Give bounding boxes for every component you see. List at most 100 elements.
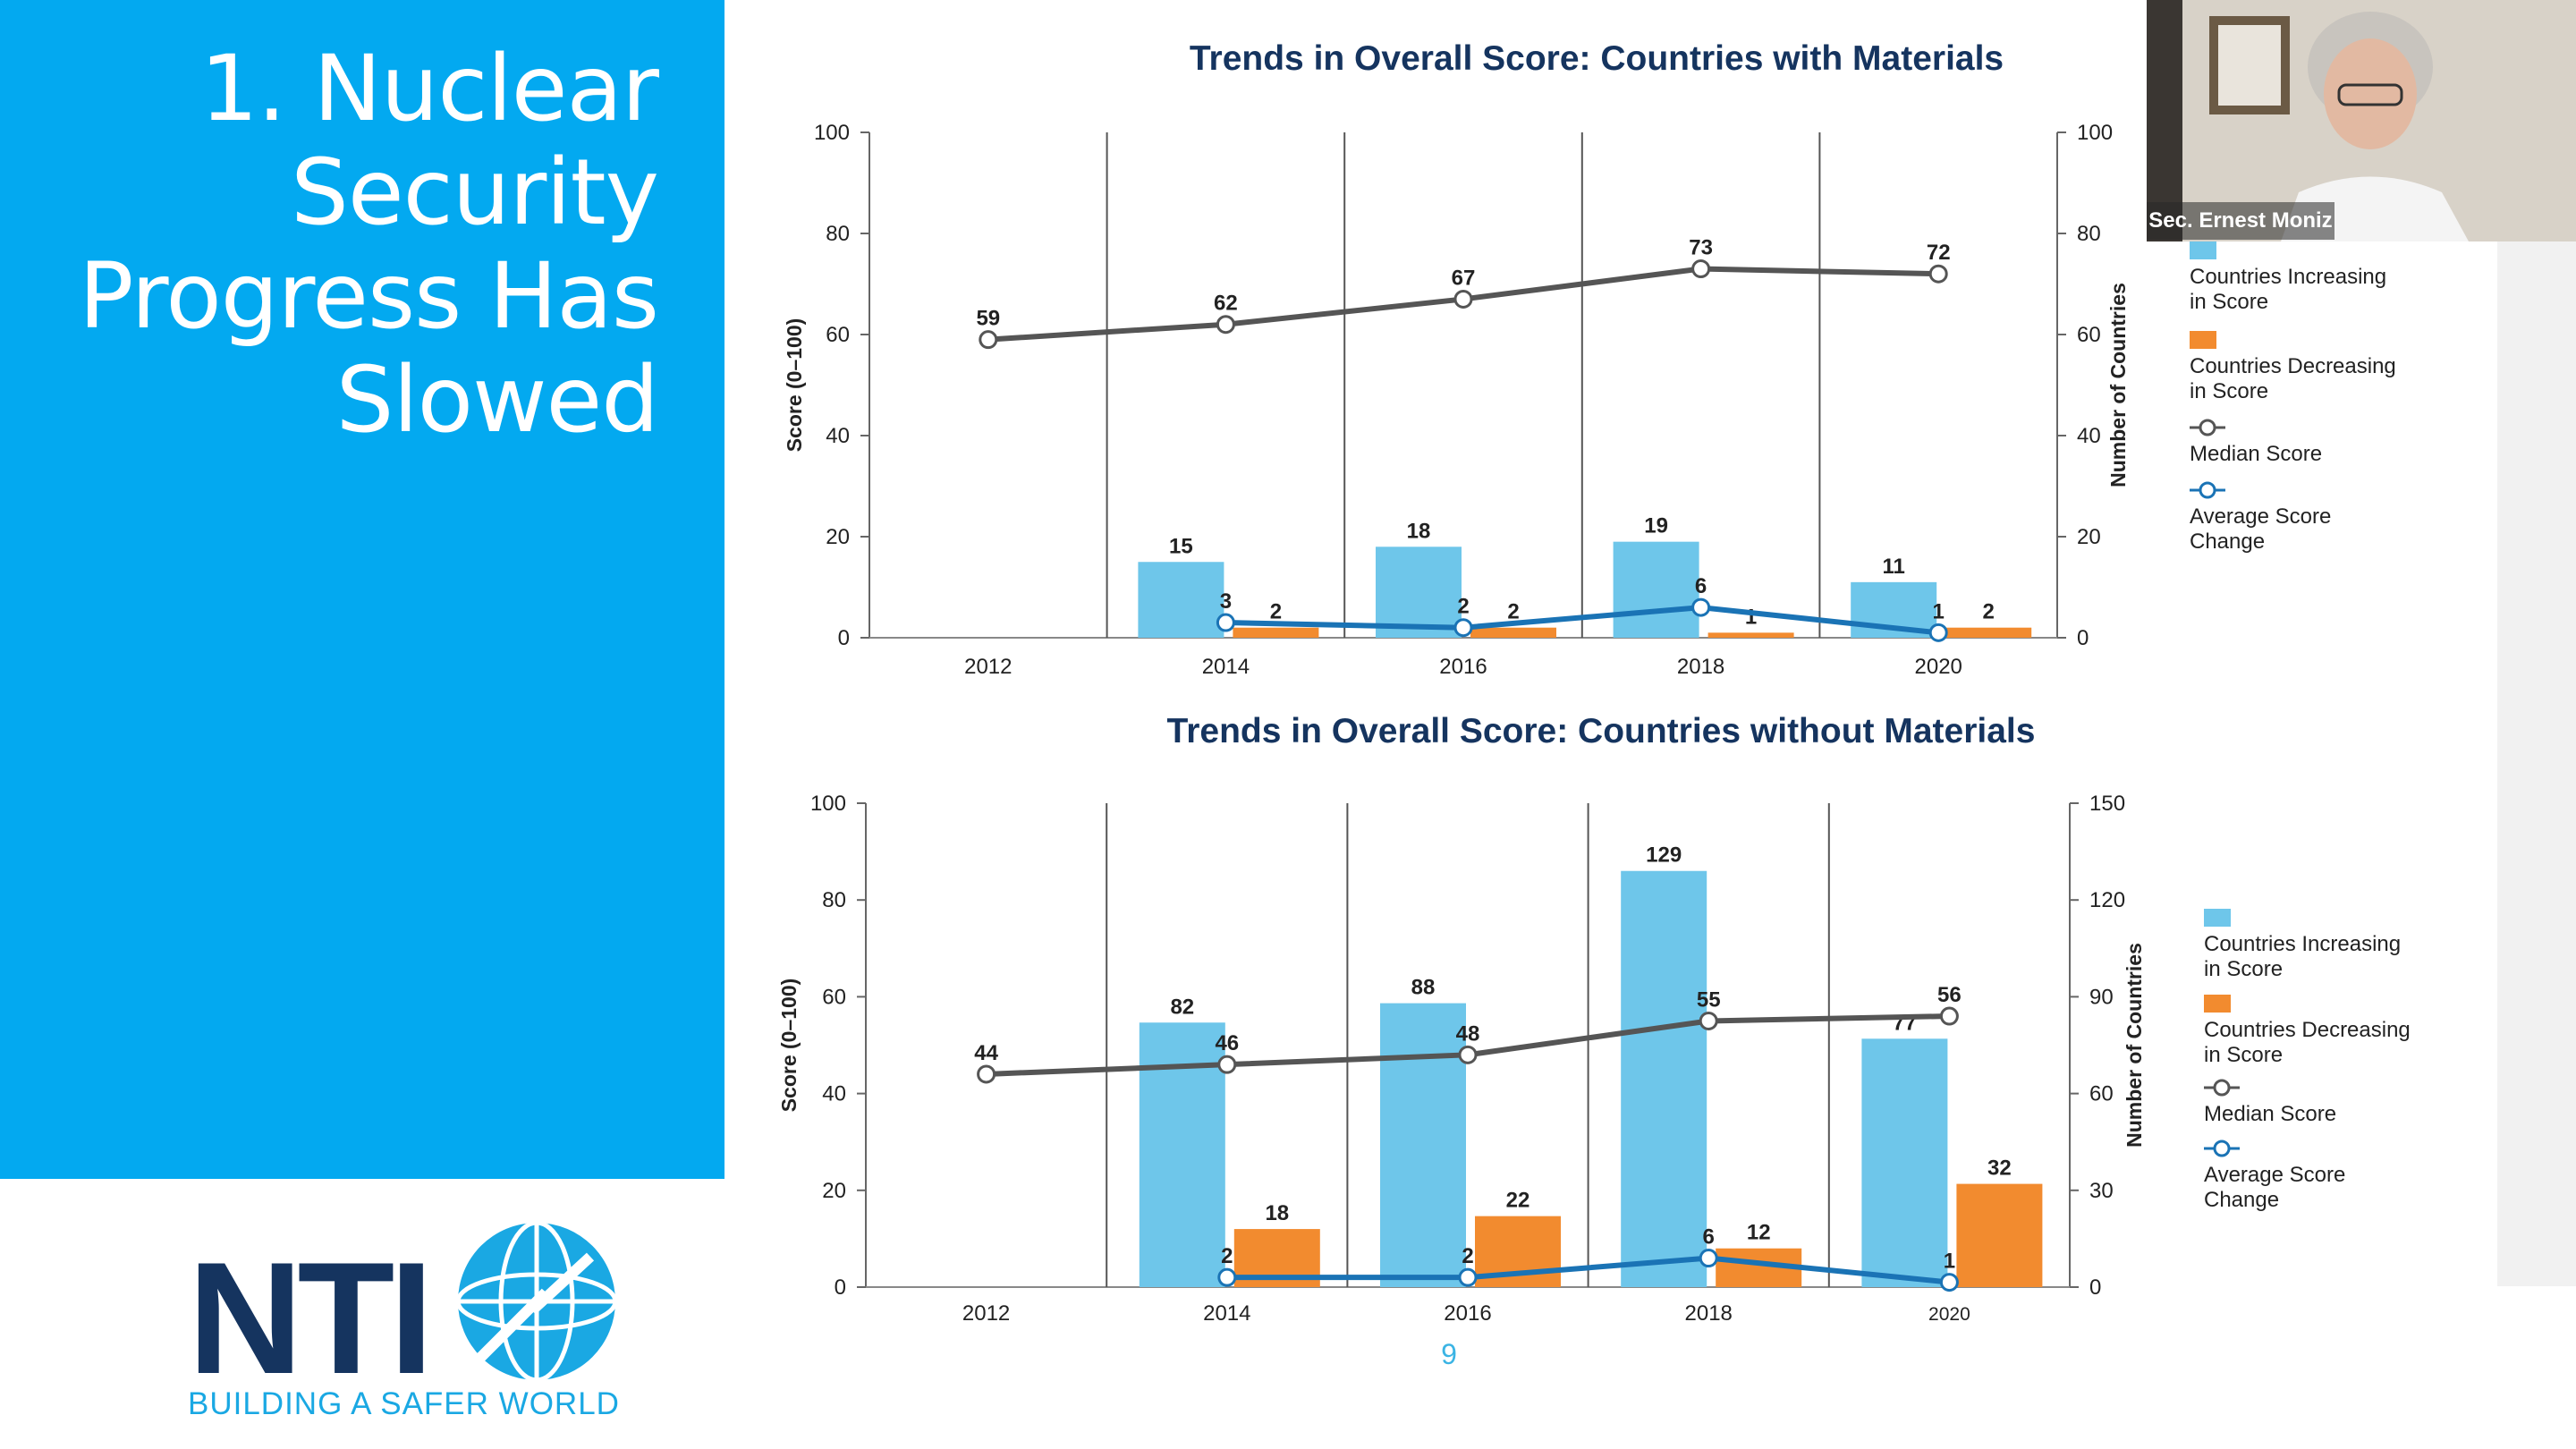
chart1-bar-increasing-2018 <box>1613 541 1699 638</box>
legend2-label-decreasing-1: Countries Decreasing <box>2204 1018 2411 1042</box>
chart2-bar-increasing-2016 <box>1380 1003 1466 1287</box>
chart2-ytick-label: 20 <box>822 1179 846 1203</box>
chart1-label-median-2020: 72 <box>1927 241 1951 265</box>
chart2-label-median-2020: 56 <box>1937 983 1962 1007</box>
chart1-point-median-2018 <box>1691 259 1711 279</box>
legend2-average-icon <box>2204 1140 2240 1157</box>
chart1-y2tick-label: 40 <box>2077 424 2101 448</box>
chart2-point-average-2020 <box>1939 1273 1959 1292</box>
legend2-swatch-decreasing <box>2204 995 2231 1013</box>
chart2-bar-increasing-2014 <box>1139 1022 1225 1287</box>
chart2-bar-increasing-2018 <box>1621 870 1707 1287</box>
legend-label-increasing-2: in Score <box>2190 290 2269 314</box>
chart2-point-average-2016 <box>1458 1267 1478 1287</box>
chart1-point-median-2012 <box>979 330 998 350</box>
legend-label-average-2: Change <box>2190 530 2266 554</box>
title-line-2: Security <box>291 140 659 246</box>
chart1-label-median-2012: 59 <box>976 307 1000 331</box>
chart1-xtick-label-2014: 2014 <box>1202 655 1250 679</box>
chart2-label-median-2012: 44 <box>974 1041 998 1065</box>
legend2-label-median: Median Score <box>2204 1102 2337 1126</box>
chart1-line-average <box>1225 605 1939 636</box>
chart2-label-average-2014: 2 <box>1221 1244 1233 1268</box>
legend2-label-average-1: Average Score <box>2204 1163 2346 1187</box>
chart2-line-average <box>1226 1255 1950 1285</box>
chart1-point-median-2020 <box>1928 264 1948 284</box>
chart2-ytick-label: 80 <box>822 888 846 912</box>
chart1-point-average-2020 <box>1928 623 1948 642</box>
chart1-point-average-2016 <box>1453 618 1473 638</box>
chart1-point-median-2014 <box>1216 315 1235 335</box>
chart1-point-median-2016 <box>1453 289 1473 309</box>
chart1-label-decreasing-2014: 2 <box>1270 600 1282 624</box>
chart2-y2label: Number of Countries <box>2123 943 2146 1148</box>
chart1-ylabel: Score (0–100) <box>783 318 806 453</box>
chart2-label-decreasing-2018: 12 <box>1747 1221 1771 1245</box>
page-number: 9 <box>1441 1338 1457 1370</box>
legend-swatch-decreasing <box>2190 331 2216 349</box>
title-panel: 1. Nuclear Security Progress Has Slowed <box>0 0 724 1179</box>
chart1-ytick-label: 80 <box>826 222 850 246</box>
chart2-point-average-2018 <box>1699 1249 1718 1268</box>
chart2-label-decreasing-2016: 22 <box>1506 1189 1530 1213</box>
chart2-label-average-2020: 1 <box>1944 1250 1955 1274</box>
legend-label-increasing-1: Countries Increasing <box>2190 265 2387 289</box>
chart1-bar-decreasing-2020 <box>1945 627 2032 638</box>
chart2-ytick-label: 40 <box>822 1082 846 1106</box>
chart2-xtick-label-2012: 2012 <box>962 1301 1010 1326</box>
chart2-label-median-2018: 55 <box>1697 987 1721 1012</box>
chart1-y2tick-label: 60 <box>2077 323 2101 347</box>
legend-bottom: Countries Increasing in Score Countries … <box>2204 907 2490 1229</box>
chart1-y2tick-label: 80 <box>2077 222 2101 246</box>
chart2-label-decreasing-2014: 18 <box>1265 1201 1289 1225</box>
chart2-y2tick-label: 60 <box>2089 1082 2114 1106</box>
chart1-bar-increasing-2016 <box>1376 547 1462 638</box>
nti-logo-text: NTI <box>188 1229 434 1407</box>
chart1-label-median-2014: 62 <box>1214 292 1238 316</box>
chart2-ylabel: Score (0–100) <box>777 979 801 1113</box>
chart2-point-median-2012 <box>977 1064 996 1084</box>
chart2-bar-increasing-2020 <box>1861 1038 1948 1287</box>
title-line-1: 1. Nuclear <box>199 36 659 142</box>
chart2-ytick-label: 100 <box>810 792 846 816</box>
chart1-xtick-label-2018: 2018 <box>1677 655 1724 679</box>
chart1-y2tick-label: 20 <box>2077 525 2101 549</box>
chart1-bar-decreasing-2016 <box>1470 627 1556 638</box>
legend-median-icon <box>2190 419 2225 436</box>
chart2-bar-decreasing-2020 <box>1956 1183 2043 1287</box>
chart1-point-average-2018 <box>1691 597 1711 617</box>
chart1-label-increasing-2020: 11 <box>1883 555 1905 579</box>
chart1-label-average-2018: 6 <box>1695 574 1707 598</box>
chart2-label-average-2016: 2 <box>1462 1244 1473 1268</box>
chart1-label-average-2016: 2 <box>1457 595 1469 619</box>
legend2-median-icon <box>2204 1079 2240 1097</box>
chart2-label-decreasing-2020: 32 <box>1987 1157 2012 1181</box>
logo-tagline: BUILDING A SAFER WORLD <box>188 1386 620 1421</box>
chart2-y2tick-label: 30 <box>2089 1179 2114 1203</box>
chart1-label-decreasing-2020: 2 <box>1983 600 1995 624</box>
title-line-3: Progress Has <box>78 243 659 350</box>
right-gutter <box>2497 242 2576 1286</box>
chart1-label-decreasing-2016: 2 <box>1507 600 1519 624</box>
chart1-ytick-label: 20 <box>826 525 850 549</box>
chart2-label-median-2016: 48 <box>1456 1021 1480 1046</box>
chart1-label-average-2020: 1 <box>1933 599 1945 623</box>
chart2-xtick-label-2016: 2016 <box>1444 1301 1491 1326</box>
chart1-label-median-2016: 67 <box>1452 266 1476 290</box>
legend2-swatch-increasing <box>2204 909 2231 927</box>
chart2-ytick-label: 0 <box>835 1275 846 1300</box>
chart2-y2tick-label: 90 <box>2089 985 2114 1009</box>
chart2-title: Trends in Overall Score: Countries witho… <box>1167 712 2036 750</box>
chart1-bar-increasing-2014 <box>1138 562 1224 638</box>
chart1-ytick-label: 60 <box>826 323 850 347</box>
legend-swatch-increasing <box>2190 242 2216 259</box>
chart1-xtick-label-2016: 2016 <box>1439 655 1487 679</box>
chart2-point-median-2018 <box>1699 1011 1718 1030</box>
globe-logo-icon <box>455 1220 618 1383</box>
chart1-ytick-label: 0 <box>838 626 850 650</box>
chart1-bar-decreasing-2018 <box>1707 632 1794 638</box>
chart1-point-average-2014 <box>1216 613 1235 632</box>
slide-title: 1. Nuclear Security Progress Has Slowed <box>14 36 659 453</box>
chart2-xtick-label-2018: 2018 <box>1685 1301 1733 1326</box>
